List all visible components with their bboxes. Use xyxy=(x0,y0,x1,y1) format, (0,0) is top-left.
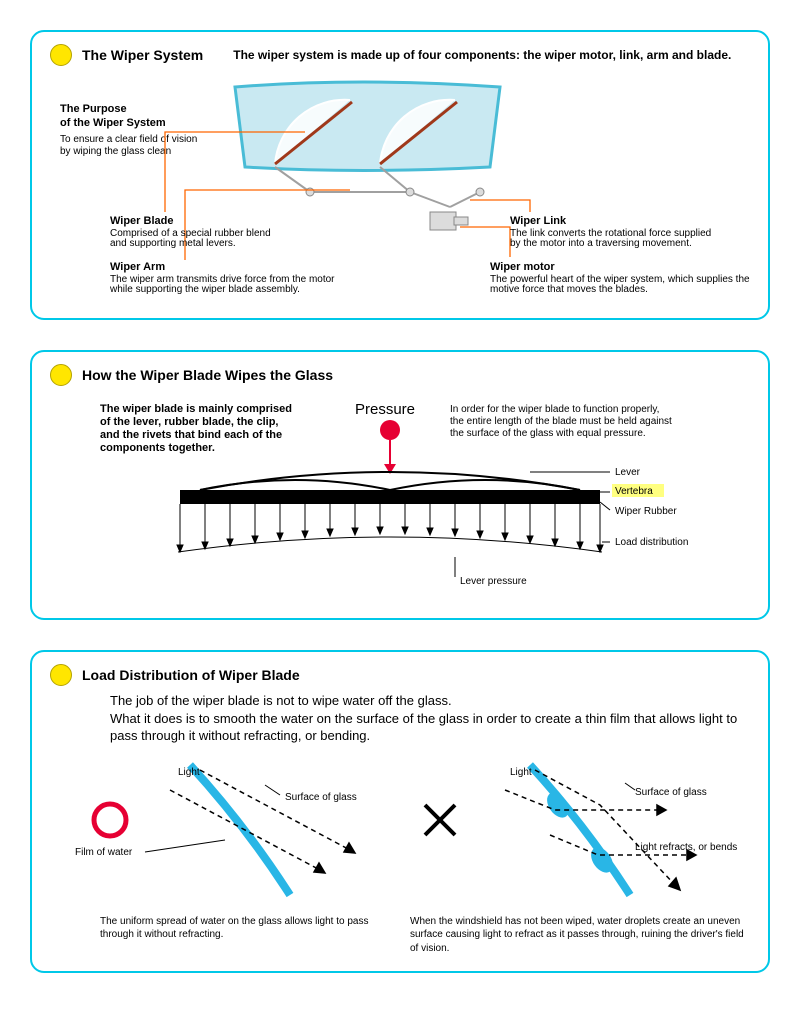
lever-icon xyxy=(200,472,580,490)
rubber-bar xyxy=(180,495,600,504)
bullet-icon xyxy=(50,364,72,386)
purpose-title-line2: of the Wiper System xyxy=(60,117,166,129)
panel2-right-2: the entire length of the blade must be h… xyxy=(450,416,672,427)
panel2-left-4: components together. xyxy=(100,442,215,454)
label-surface-right: Surface of glass xyxy=(635,787,707,798)
label-light-left: Light xyxy=(178,767,200,778)
label-wiper-link-text-2: by the motor into a traversing movement. xyxy=(510,238,692,249)
panel-blade-wipes-glass: How the Wiper Blade Wipes the Glass The … xyxy=(30,350,770,620)
label-vertebra: Vertebra xyxy=(615,486,653,497)
cross-mark-icon xyxy=(425,805,455,835)
glass-curve-icon xyxy=(530,765,630,895)
label-film: Film of water xyxy=(75,847,133,858)
correct-ring-icon xyxy=(94,804,126,836)
purpose-text-1: To ensure a clear field of vision xyxy=(60,134,197,145)
panel3-header: Load Distribution of Wiper Blade xyxy=(50,664,750,686)
label-lever: Lever xyxy=(615,467,641,478)
label-wiper-blade-text-2: and supporting metal levers. xyxy=(110,238,236,249)
label-lever-pressure: Lever pressure xyxy=(460,576,527,587)
caption-left: The uniform spread of water on the glass… xyxy=(100,915,390,942)
right-diagram-block: Light Surface of glass Light refracts, o… xyxy=(410,755,750,956)
correct-refraction-diagram: Light Surface of glass Film of water xyxy=(70,755,390,915)
wiper-arm-icon xyxy=(275,167,480,207)
label-wiper-motor-text-2: motive force that moves the blades. xyxy=(490,284,648,295)
panel-wiper-system: The Wiper System The wiper system is mad… xyxy=(30,30,770,320)
panel1-header: The Wiper System The wiper system is mad… xyxy=(50,44,750,66)
label-wiper-arm-text-2: while supporting the wiper blade assembl… xyxy=(109,284,300,295)
vertebra-bar xyxy=(180,490,600,495)
purpose-text-2: by wiping the glass clean xyxy=(60,146,171,157)
bullet-icon xyxy=(50,664,72,686)
panel2-left-3: and the rivets that bind each of the xyxy=(100,429,282,441)
panel2-header: How the Wiper Blade Wipes the Glass xyxy=(50,364,750,386)
label-load-dist: Load distribution xyxy=(615,537,688,548)
label-rubber: Wiper Rubber xyxy=(615,506,677,517)
windshield-icon xyxy=(235,82,500,171)
label-surface-left: Surface of glass xyxy=(285,792,357,803)
pressure-dot-icon xyxy=(380,420,400,440)
bullet-icon xyxy=(50,44,72,66)
label-refracts: Light refracts, or bends xyxy=(635,842,737,853)
label-guides xyxy=(530,472,610,542)
label-light-right: Light xyxy=(510,767,532,778)
glass-curve-icon xyxy=(190,765,290,895)
panel1-intro: The wiper system is made up of four comp… xyxy=(233,48,731,62)
caption-right: When the windshield has not been wiped, … xyxy=(410,915,750,956)
panel3-intro: The job of the wiper blade is not to wip… xyxy=(110,692,750,745)
panel2-right-3: the surface of the glass with equal pres… xyxy=(450,428,646,439)
wiper-system-diagram: The Purpose of the Wiper System To ensur… xyxy=(50,72,750,302)
blade-pressure-diagram: The wiper blade is mainly comprised of t… xyxy=(50,392,750,602)
label-wiper-motor-title: Wiper motor xyxy=(490,261,555,273)
panel1-title: The Wiper System xyxy=(82,47,203,63)
panel2-title: How the Wiper Blade Wipes the Glass xyxy=(82,367,333,383)
label-wiper-arm-title: Wiper Arm xyxy=(110,261,165,273)
panel2-left-2: of the lever, rubber blade, the clip, xyxy=(100,416,279,428)
label-wiper-link-title: Wiper Link xyxy=(510,215,567,227)
pressure-label: Pressure xyxy=(355,401,415,418)
left-diagram-block: Light Surface of glass Film of water The… xyxy=(70,755,390,956)
wrong-refraction-diagram: Light Surface of glass Light refracts, o… xyxy=(410,755,750,915)
distribution-curve xyxy=(178,537,602,552)
panel-load-distribution: Load Distribution of Wiper Blade The job… xyxy=(30,650,770,973)
purpose-title-line1: The Purpose xyxy=(60,103,127,115)
panel3-title: Load Distribution of Wiper Blade xyxy=(82,667,300,683)
label-wiper-blade-title: Wiper Blade xyxy=(110,215,173,227)
panel2-left-1: The wiper blade is mainly comprised xyxy=(100,403,292,415)
panel2-right-1: In order for the wiper blade to function… xyxy=(450,404,659,415)
